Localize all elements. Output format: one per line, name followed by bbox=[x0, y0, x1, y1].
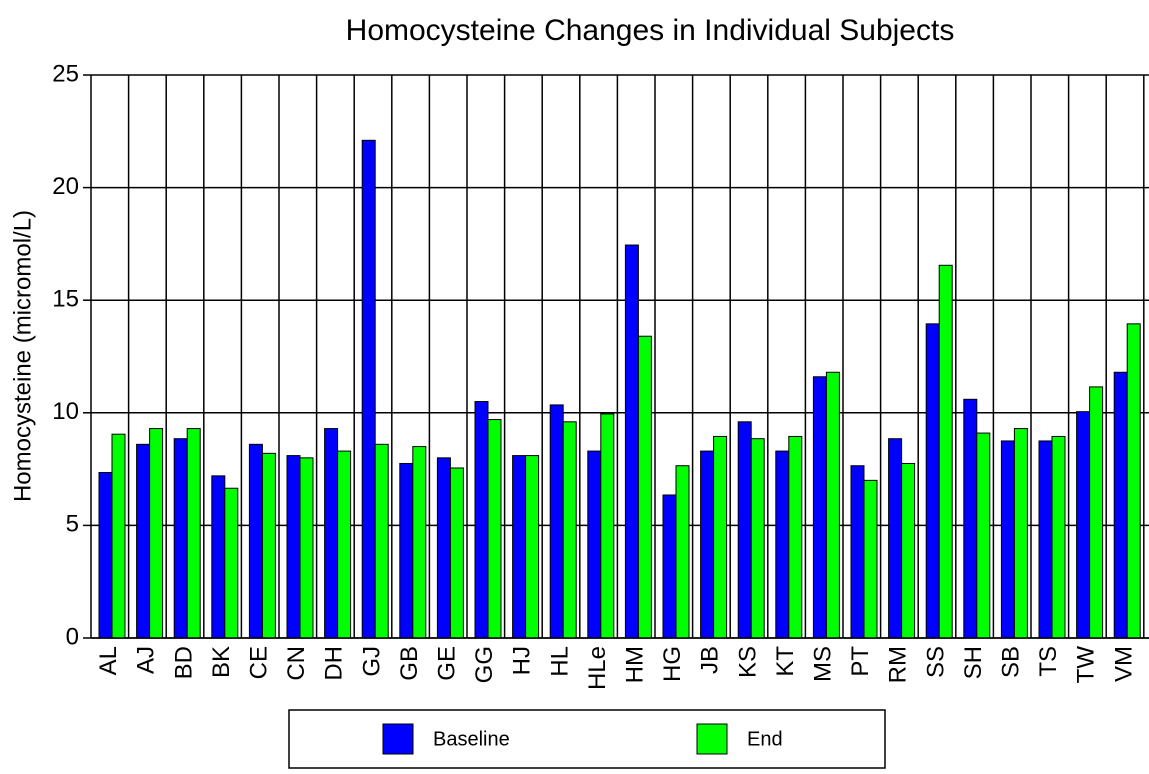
bar bbox=[637, 335, 652, 639]
bar bbox=[1076, 411, 1091, 639]
bar bbox=[173, 438, 188, 639]
x-tick-label: HG bbox=[659, 646, 686, 682]
bar bbox=[888, 438, 903, 639]
bar bbox=[662, 494, 677, 639]
x-tick-label: KS bbox=[734, 646, 761, 678]
y-tick-label: 25 bbox=[52, 60, 79, 87]
bar bbox=[788, 435, 803, 639]
bar bbox=[1113, 371, 1128, 639]
bar bbox=[474, 401, 489, 639]
bar bbox=[487, 419, 502, 639]
bar bbox=[1038, 440, 1053, 639]
x-tick-label: HLe bbox=[584, 646, 611, 690]
bar bbox=[700, 450, 715, 639]
x-tick-label: CE bbox=[246, 646, 273, 679]
bar bbox=[149, 428, 164, 639]
bar bbox=[675, 465, 690, 639]
x-tick-label: HJ bbox=[509, 646, 536, 675]
bar bbox=[186, 428, 201, 639]
legend-swatch bbox=[696, 723, 728, 755]
x-tick-label: TW bbox=[1073, 646, 1100, 684]
bar bbox=[850, 465, 865, 639]
x-tick-label: GG bbox=[471, 646, 498, 683]
x-tick-label: JB bbox=[697, 646, 724, 674]
legend-label: Baseline bbox=[433, 728, 510, 750]
x-tick-label: KT bbox=[772, 646, 799, 677]
bar bbox=[412, 446, 427, 639]
bar bbox=[436, 457, 451, 639]
bar bbox=[98, 471, 113, 639]
bar bbox=[224, 487, 239, 639]
bar bbox=[901, 462, 916, 639]
bar bbox=[713, 435, 728, 639]
bar bbox=[1000, 440, 1015, 639]
bar bbox=[525, 455, 540, 639]
bar bbox=[624, 244, 639, 639]
bar bbox=[1089, 386, 1104, 639]
x-tick-label: RM bbox=[885, 646, 912, 683]
bar bbox=[399, 462, 414, 639]
bar bbox=[1126, 323, 1141, 639]
bar bbox=[737, 421, 752, 639]
bar bbox=[775, 450, 790, 639]
legend-box bbox=[288, 709, 886, 769]
y-tick-label: 15 bbox=[52, 286, 79, 313]
chart-title: Homocysteine Changes in Individual Subje… bbox=[346, 14, 955, 47]
legend-swatch bbox=[382, 723, 414, 755]
x-tick-label: VM bbox=[1110, 646, 1137, 682]
x-tick-label: AL bbox=[95, 646, 122, 675]
bar bbox=[337, 450, 352, 639]
bar bbox=[299, 457, 314, 639]
x-tick-label: TS bbox=[1035, 646, 1062, 677]
bar bbox=[562, 421, 577, 639]
x-tick-label: AJ bbox=[133, 646, 160, 674]
bar bbox=[261, 452, 276, 639]
legend-label: End bbox=[747, 728, 783, 750]
x-tick-label: DH bbox=[321, 646, 348, 681]
bar bbox=[600, 413, 615, 639]
x-tick-label: PT bbox=[847, 646, 874, 677]
x-tick-label: SH bbox=[960, 646, 987, 679]
x-tick-label: WK bbox=[1148, 646, 1149, 685]
bar bbox=[587, 450, 602, 639]
x-tick-label: SB bbox=[998, 646, 1025, 678]
x-tick-label: BD bbox=[170, 646, 197, 679]
bar bbox=[361, 139, 376, 639]
y-axis-label: Homocysteine (micromol/L) bbox=[9, 210, 36, 502]
x-tick-label: GE bbox=[434, 646, 461, 681]
x-tick-label: BK bbox=[208, 646, 235, 678]
bar bbox=[976, 432, 991, 639]
bar bbox=[925, 323, 940, 639]
x-tick-label: CN bbox=[283, 646, 310, 681]
bar bbox=[549, 404, 564, 639]
bar bbox=[111, 433, 126, 639]
x-tick-label: SS bbox=[922, 646, 949, 678]
y-tick-label: 10 bbox=[52, 398, 79, 425]
bar bbox=[136, 443, 151, 639]
bar bbox=[863, 479, 878, 639]
bar bbox=[286, 455, 301, 639]
bar bbox=[825, 371, 840, 639]
x-tick-label: MS bbox=[810, 646, 837, 682]
bar bbox=[812, 376, 827, 639]
bar bbox=[963, 398, 978, 639]
bar bbox=[449, 467, 464, 639]
x-tick-label: HM bbox=[622, 646, 649, 683]
y-tick-label: 20 bbox=[52, 173, 79, 200]
y-tick-label: 5 bbox=[66, 511, 79, 538]
y-tick-label: 0 bbox=[66, 623, 79, 650]
bar bbox=[324, 428, 339, 639]
bar bbox=[374, 443, 389, 639]
bar bbox=[750, 438, 765, 639]
bar bbox=[248, 443, 263, 639]
x-tick-label: HL bbox=[546, 646, 573, 677]
bar bbox=[512, 455, 527, 639]
bar bbox=[938, 264, 953, 639]
x-tick-label: GJ bbox=[358, 646, 385, 677]
bar bbox=[211, 475, 226, 639]
x-tick-label: GB bbox=[396, 646, 423, 681]
bar bbox=[1051, 435, 1066, 639]
bar bbox=[1013, 428, 1028, 639]
